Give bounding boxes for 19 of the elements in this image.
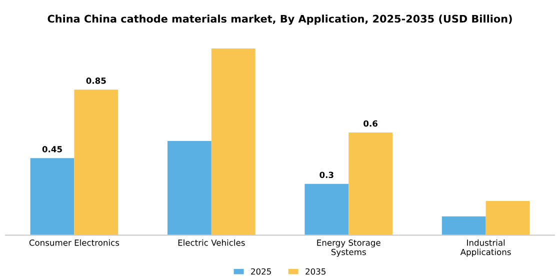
x-tick-label: Energy Storage Systems xyxy=(317,240,380,257)
bar xyxy=(211,48,256,236)
x-tick-label: Industrial Applications xyxy=(460,239,511,257)
chart-title: China China cathode materials market, By Application, 2025-2035 (USD Billion) xyxy=(48,14,512,25)
x-tick-label: Consumer Electronics xyxy=(29,239,120,246)
bar xyxy=(167,141,212,236)
bar xyxy=(30,158,74,236)
legend-label: 2035 xyxy=(306,268,326,275)
data-label: 0.3 xyxy=(320,172,334,178)
bar xyxy=(304,184,349,236)
x-tick-label: Electric Vehicles xyxy=(178,239,245,246)
bar xyxy=(348,132,393,236)
bar xyxy=(486,200,530,236)
legend-label: 2025 xyxy=(251,268,271,275)
data-label: 0.6 xyxy=(364,120,378,127)
data-label: 0.85 xyxy=(86,78,106,84)
bar xyxy=(74,90,118,236)
bar xyxy=(442,216,486,236)
data-label: 0.45 xyxy=(42,146,62,152)
